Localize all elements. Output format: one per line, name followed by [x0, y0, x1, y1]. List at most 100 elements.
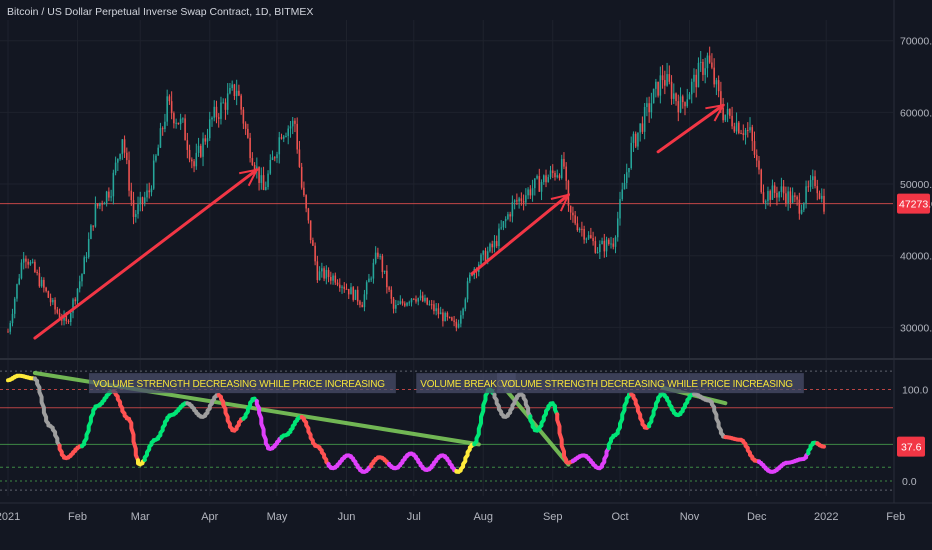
candle-body [390, 289, 393, 299]
candle-body [126, 152, 128, 161]
candle-body [54, 299, 56, 310]
candle-body [202, 138, 204, 157]
candle-body [545, 175, 547, 183]
candle-body [332, 275, 334, 281]
candle-body [29, 262, 32, 265]
date-tick-label: Feb [886, 511, 905, 523]
candle-body [370, 278, 372, 280]
candle-body [383, 270, 386, 272]
candle-body [334, 275, 337, 283]
candle-body [590, 235, 592, 239]
osc-line-segment [299, 414, 331, 467]
candle-body [43, 279, 45, 288]
osc-last-value-tag [897, 436, 925, 457]
candle-body [262, 175, 265, 190]
candle-body [38, 273, 41, 287]
candle-body [767, 191, 769, 202]
candle-body [81, 274, 83, 282]
candle-body [65, 315, 68, 322]
candle-body [323, 268, 325, 279]
candle-body [34, 261, 36, 272]
osc-label-text: VOLUME STRENGTH DECREASING WHILE PRICE I… [93, 379, 385, 390]
candle-body [72, 299, 74, 313]
candle-body [726, 108, 729, 115]
osc-line-segment [472, 387, 497, 447]
osc-tick-label: 100.0 [902, 384, 928, 396]
candle-body [428, 304, 431, 306]
candle-body [40, 279, 43, 287]
candle-body [45, 287, 47, 292]
candle-body [558, 175, 561, 179]
candle-body [247, 128, 249, 138]
candle-body [742, 133, 745, 136]
candle-body [661, 75, 664, 81]
candle-body [538, 176, 541, 192]
candle-body [612, 243, 615, 247]
candle-body [746, 130, 749, 132]
axes: 70000.0 60000.0 50000.0 40000.0 30000.0 2021 F… [0, 0, 932, 523]
candle-body [791, 195, 794, 203]
candle-body [666, 74, 668, 86]
candle-body [652, 88, 655, 104]
candle-body [392, 298, 395, 309]
candle-body [565, 166, 567, 181]
candle-body [316, 261, 319, 281]
candle-body [27, 261, 29, 265]
candle-body [592, 238, 594, 242]
candle-body [457, 323, 460, 328]
candle-body [146, 190, 148, 198]
candle-body [352, 287, 355, 300]
candle-body [717, 80, 720, 92]
candle-body [706, 55, 709, 69]
candle-body [336, 282, 339, 285]
date-tick-label: Mar [131, 511, 150, 523]
candle-body [594, 241, 597, 253]
candle-body [677, 101, 680, 113]
price-tick-label: 70000.0 [900, 36, 932, 48]
candle-body [655, 81, 657, 89]
candle-body [94, 203, 97, 227]
candle-body [686, 99, 689, 107]
candle-body [681, 96, 684, 103]
candle-body [460, 315, 462, 324]
candle-body [222, 102, 224, 104]
candle-body [117, 158, 119, 163]
candle-body [809, 180, 812, 187]
osc-line-segment [216, 393, 246, 433]
osc-line-segment [647, 392, 696, 429]
candle-body [574, 215, 576, 224]
candle-body [509, 214, 511, 217]
candle-body [504, 219, 507, 222]
candle-body [556, 175, 559, 178]
candle-body [704, 68, 706, 75]
candle-body [215, 106, 218, 118]
candle-body [715, 80, 718, 85]
candle-body [415, 299, 417, 302]
osc-line-segment [254, 399, 284, 451]
osc-line-segment [492, 392, 533, 419]
candle-body [755, 154, 758, 161]
osc-line-segment [57, 443, 84, 461]
candle-body [280, 137, 283, 139]
candle-body [785, 193, 787, 204]
symbol-title[interactable]: Bitcoin / US Dollar Perpetual Inverse Sw… [7, 6, 313, 18]
candle-body [233, 84, 236, 97]
candle-body [599, 244, 601, 253]
candle-body [789, 191, 792, 203]
candle-body [220, 102, 222, 119]
candle-body [421, 295, 424, 302]
candle-body [601, 240, 603, 245]
date-tick-label: Oct [611, 511, 628, 523]
candle-body [170, 101, 173, 114]
candle-body [780, 186, 783, 192]
osc-line-segment [629, 392, 652, 430]
candle-body [643, 106, 646, 132]
candle-body [119, 154, 121, 159]
candle-body [800, 209, 803, 214]
candle-body [572, 212, 574, 216]
candle-body [637, 132, 639, 147]
candle-body [69, 312, 72, 322]
candle-body [260, 175, 263, 183]
candle-body [303, 187, 305, 196]
